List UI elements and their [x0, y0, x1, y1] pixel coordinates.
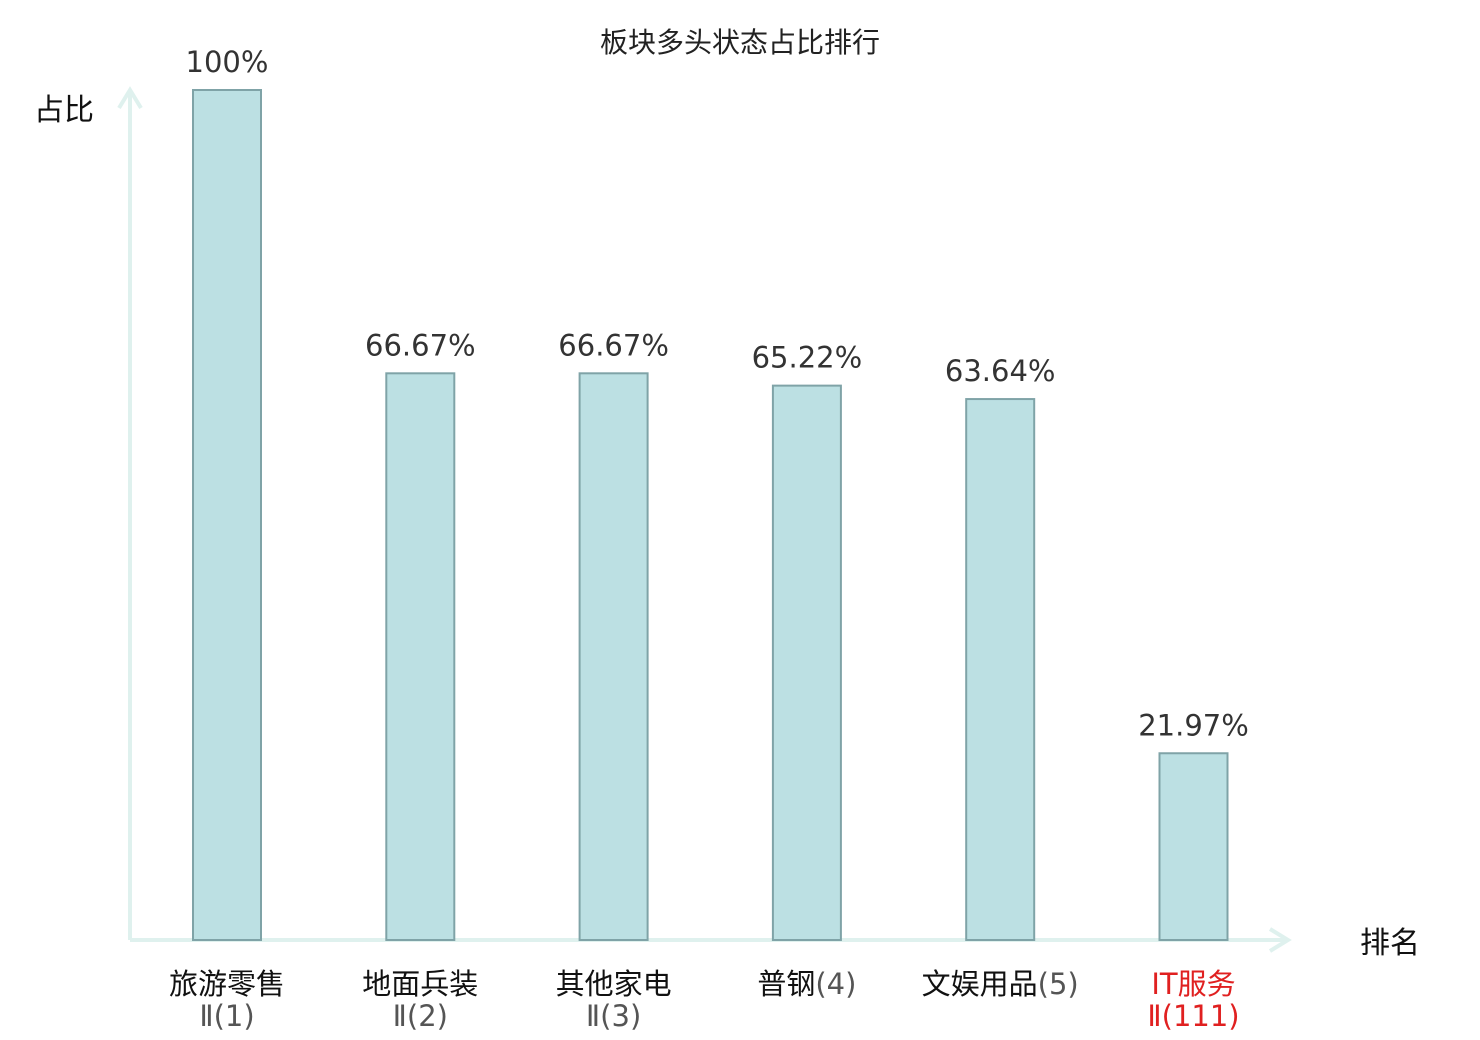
category-name: 旅游零售: [169, 967, 285, 1001]
y-axis-label: 占比: [34, 93, 94, 128]
bar: [192, 89, 262, 941]
category-rank: Ⅱ(3): [586, 999, 641, 1033]
bar: [965, 398, 1036, 941]
category-label: 普钢(4): [757, 967, 856, 1001]
x-axis-arrow: [1268, 927, 1292, 953]
category-name: 其他家电: [556, 967, 672, 1001]
bar: [385, 372, 456, 941]
bar-value-label: 100%: [186, 45, 269, 79]
category-name: 文娱用品: [922, 967, 1038, 1001]
category-rank: Ⅱ(1): [199, 999, 254, 1033]
bar: [578, 372, 649, 941]
category-name: 普钢: [757, 967, 815, 1001]
value-labels-group: 100% 66.67% 66.67% 65.22% 63.64% 21.97%: [186, 45, 1249, 742]
bar-value-label: 66.67%: [365, 328, 476, 362]
category-label: 其他家电: [556, 967, 672, 1001]
bar-value-label: 63.64%: [945, 354, 1056, 388]
category-label: IT服务: [1151, 967, 1235, 1001]
chart-title: 板块多头状态占比排行: [600, 26, 880, 59]
bar-value-label: 66.67%: [558, 328, 669, 362]
category-rank: (5): [1038, 967, 1079, 1001]
category-label: 文娱用品(5): [922, 967, 1079, 1001]
bar-value-label: 21.97%: [1138, 708, 1249, 742]
category-label: 旅游零售: [169, 967, 285, 1001]
bar: [1158, 752, 1229, 941]
x-axis-label: 排名: [1360, 926, 1420, 961]
category-label: 地面兵装: [362, 967, 478, 1001]
category-rank: Ⅱ(111): [1147, 999, 1239, 1033]
category-rank: (4): [815, 967, 856, 1001]
y-axis-arrow: [117, 86, 143, 110]
bars-group: [192, 89, 1229, 941]
category-name: IT服务: [1151, 967, 1235, 1001]
category-name: 地面兵装: [362, 967, 478, 1001]
bar-value-label: 65.22%: [752, 341, 863, 375]
bar: [771, 384, 842, 941]
category-rank: Ⅱ(2): [393, 999, 448, 1033]
